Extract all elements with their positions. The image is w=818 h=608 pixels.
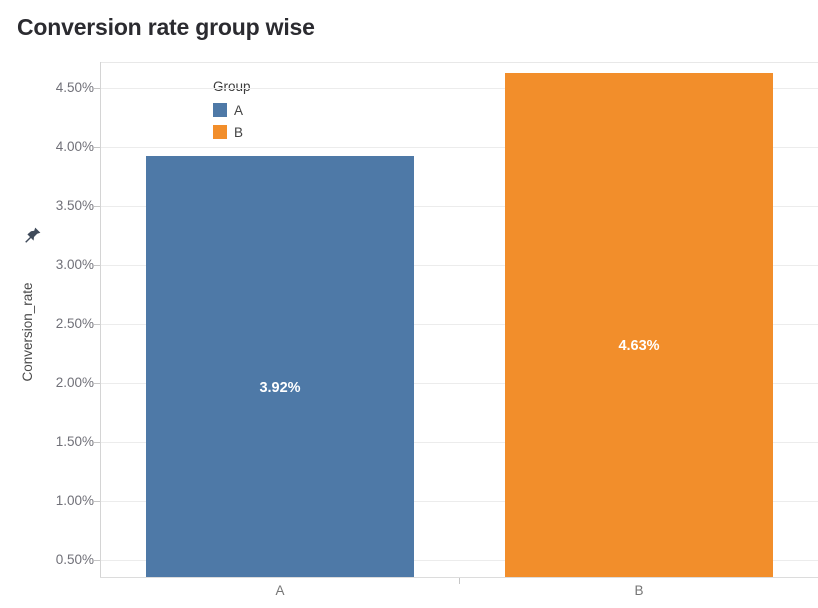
y-tick-label: 4.00%: [55, 139, 94, 154]
y-tick-mark: [94, 560, 100, 561]
bar-a[interactable]: [146, 156, 414, 577]
bar-value-label: 3.92%: [259, 380, 301, 396]
gridline: [100, 442, 818, 443]
x-tick-mark: [459, 578, 460, 584]
y-tick-label: 0.50%: [55, 552, 94, 567]
pin-icon[interactable]: [23, 226, 42, 245]
legend-title: Group: [213, 79, 251, 94]
legend-item-a[interactable]: A: [213, 99, 251, 121]
gridline: [100, 560, 818, 561]
bar-value-label: 4.63%: [618, 338, 660, 354]
y-tick-label: 3.50%: [55, 198, 94, 213]
y-tick-mark: [94, 324, 100, 325]
legend-item-b[interactable]: B: [213, 121, 251, 143]
legend-swatch-icon: [213, 125, 227, 139]
x-category-label: B: [634, 583, 644, 598]
legend-item-label: B: [234, 124, 244, 140]
gridline: [100, 147, 818, 148]
chart-title: Conversion rate group wise: [17, 14, 315, 40]
x-category-label: A: [275, 583, 285, 598]
gridline: [100, 383, 818, 384]
y-tick-mark: [94, 383, 100, 384]
gridline: [100, 324, 818, 325]
y-axis-title: Conversion_rate: [20, 282, 35, 382]
y-tick-label: 2.50%: [55, 316, 94, 331]
y-tick-mark: [94, 442, 100, 443]
y-tick-mark: [94, 265, 100, 266]
y-tick-label: 1.00%: [55, 493, 94, 508]
gridline: [100, 88, 818, 89]
y-tick-label: 2.00%: [55, 375, 94, 390]
y-tick-mark: [94, 147, 100, 148]
y-tick-label: 1.50%: [55, 434, 94, 449]
pane-top-border: [100, 62, 818, 63]
y-tick-mark: [94, 206, 100, 207]
y-tick-mark: [94, 501, 100, 502]
y-tick-mark: [94, 88, 100, 89]
gridline: [100, 265, 818, 266]
y-tick-label: 3.00%: [55, 257, 94, 272]
gridline: [100, 206, 818, 207]
legend-item-label: A: [234, 102, 244, 118]
bar-b[interactable]: [505, 73, 773, 577]
y-axis-line: [100, 62, 101, 577]
legend-swatch-icon: [213, 103, 227, 117]
x-axis-line: [100, 577, 818, 578]
gridline: [100, 501, 818, 502]
y-tick-label: 4.50%: [55, 80, 94, 95]
